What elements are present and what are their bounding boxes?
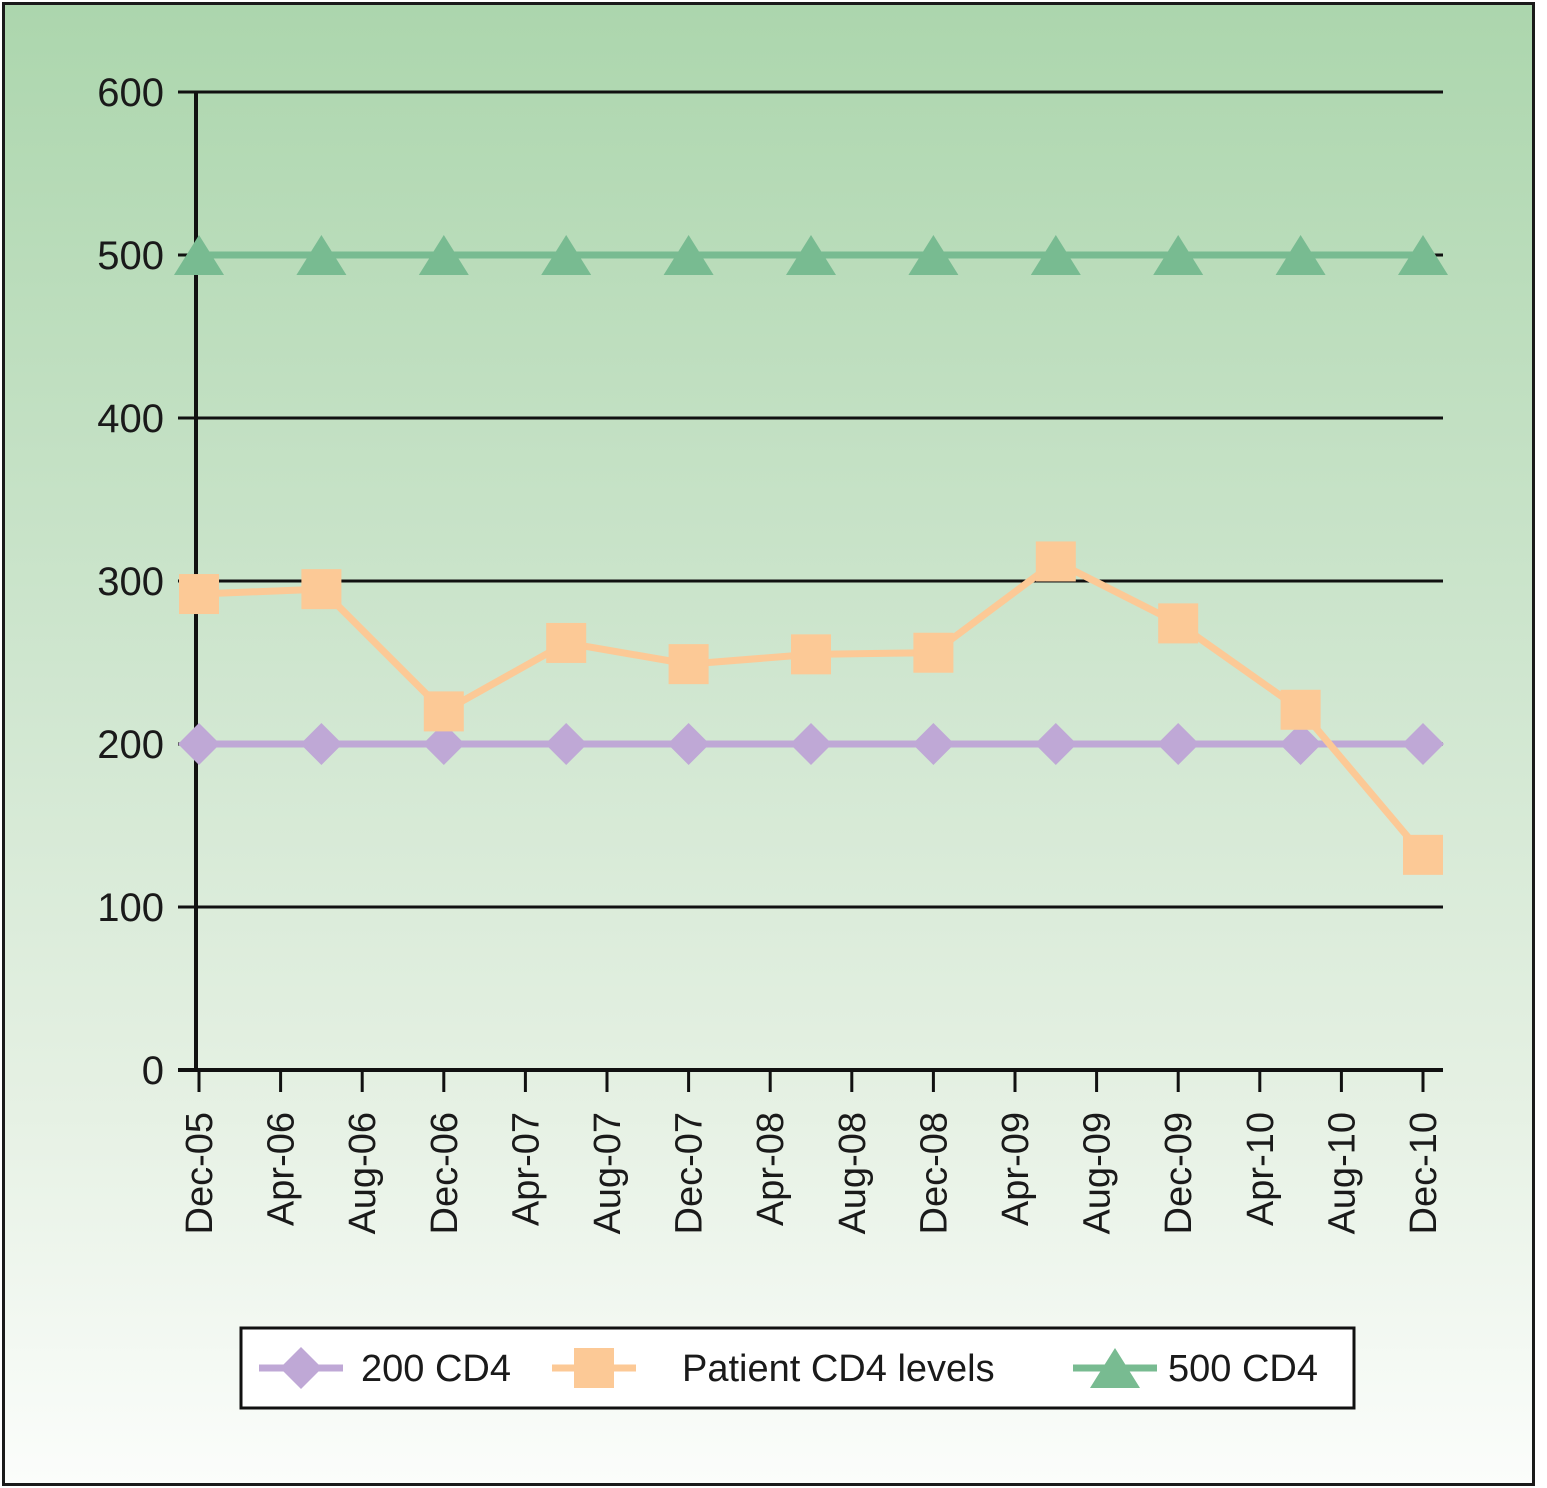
- diamond-marker: [422, 723, 465, 765]
- legend-label: 200 CD4: [361, 1348, 511, 1390]
- square-marker: [1280, 689, 1321, 730]
- diamond-marker: [1402, 723, 1444, 765]
- gridlines: [178, 90, 1443, 909]
- diamond-marker: [667, 723, 710, 765]
- triangle-marker: [541, 235, 592, 275]
- series-diamond: [178, 723, 1444, 765]
- legend-item: Patient CD4 levels: [552, 1348, 995, 1390]
- legend-label: Patient CD4 levels: [682, 1348, 995, 1390]
- x-tick-label: Dec-06: [424, 1112, 466, 1235]
- legend-label: 500 CD4: [1168, 1348, 1318, 1390]
- y-tick-label: 200: [97, 723, 164, 767]
- y-tick-label: 300: [97, 560, 164, 604]
- square-marker: [179, 574, 219, 615]
- triangle-marker: [296, 235, 347, 275]
- x-tick-label: Dec-07: [669, 1112, 711, 1235]
- x-tick-label: Apr-08: [750, 1112, 792, 1226]
- axes: 0 100 200 300 400 500 600 Dec-05 Apr-06 Aug-06 Dec…: [97, 71, 1445, 1235]
- triangle-marker: [1030, 235, 1081, 275]
- x-tick-label: Apr-09: [995, 1112, 1037, 1226]
- legend-item: 500 CD4: [1073, 1348, 1318, 1390]
- x-tick-label: Dec-05: [179, 1112, 221, 1235]
- y-tick-label: 0: [142, 1049, 164, 1093]
- x-tick-label: Aug-06: [342, 1112, 384, 1235]
- square-marker: [913, 632, 954, 673]
- triangle-marker: [1090, 1348, 1140, 1388]
- x-tick-label: Aug-09: [1077, 1112, 1119, 1235]
- square-marker: [791, 634, 831, 675]
- x-tick-label: Apr-07: [505, 1112, 547, 1226]
- square-marker: [546, 622, 587, 663]
- triangle-marker: [663, 235, 714, 275]
- x-tick-label: Dec-10: [1403, 1112, 1445, 1235]
- square-marker: [574, 1348, 614, 1388]
- diamond-marker: [300, 723, 343, 765]
- diamond-marker: [912, 723, 955, 765]
- triangle-marker: [418, 235, 469, 275]
- square-marker: [1035, 541, 1076, 582]
- triangle-marker: [908, 235, 959, 275]
- cd4-line-chart: 0 100 200 300 400 500 600 Dec-05 Apr-06 Aug-06 Dec…: [97, 71, 1448, 1410]
- x-tick-label: Dec-09: [1158, 1112, 1200, 1235]
- y-tick-label: 600: [97, 71, 164, 115]
- square-marker: [668, 644, 709, 685]
- y-tick-label: 100: [97, 886, 164, 930]
- triangle-marker: [1398, 235, 1448, 275]
- diamond-marker: [1279, 723, 1322, 765]
- triangle-marker: [174, 235, 224, 275]
- square-marker: [1403, 834, 1443, 875]
- square-marker: [1158, 603, 1199, 644]
- diamond-marker: [178, 723, 220, 765]
- x-tick-label: Aug-10: [1321, 1112, 1363, 1235]
- diamond-marker: [1034, 723, 1077, 765]
- triangle-marker: [786, 235, 836, 275]
- diamond-marker: [1157, 723, 1200, 765]
- legend-box: [239, 1326, 1356, 1410]
- y-tick-label: 500: [97, 234, 164, 278]
- diamond-marker: [790, 723, 832, 765]
- x-tick-label: Apr-06: [261, 1112, 303, 1226]
- series: [174, 235, 1448, 875]
- diamond-marker: [280, 1347, 322, 1389]
- x-tick-label: Apr-10: [1240, 1112, 1282, 1226]
- diamond-marker: [545, 723, 588, 765]
- triangle-marker: [1153, 235, 1204, 275]
- square-marker: [301, 569, 342, 610]
- legend-item: 200 CD4: [259, 1347, 511, 1390]
- x-tick-label: Dec-08: [913, 1112, 955, 1235]
- series-square: [179, 541, 1443, 875]
- series-line: [198, 557, 1426, 858]
- y-tick-label: 400: [97, 397, 164, 441]
- x-tick-label: Aug-07: [587, 1112, 629, 1235]
- triangle-marker: [1275, 235, 1326, 275]
- square-marker: [423, 691, 464, 732]
- x-tick-label: Aug-08: [832, 1112, 874, 1235]
- series-triangle: [174, 235, 1448, 275]
- legend: 200 CD4 Patient CD4 levels 500 CD4: [239, 1326, 1356, 1410]
